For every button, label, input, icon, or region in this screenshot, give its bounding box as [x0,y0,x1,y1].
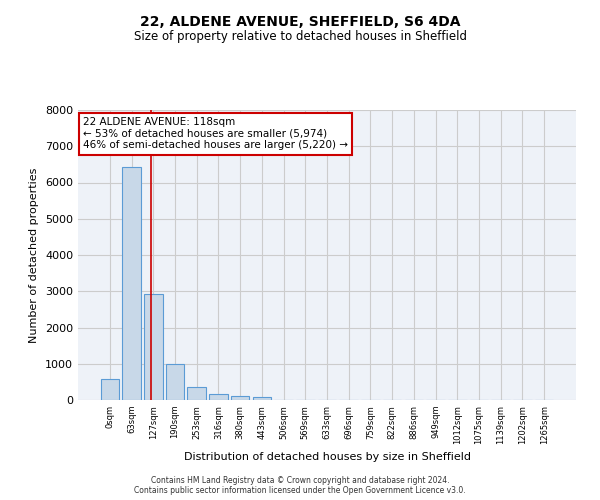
Bar [253,397,271,400]
Y-axis label: Number of detached properties: Number of detached properties [29,168,40,342]
Bar [231,396,250,400]
Text: Size of property relative to detached houses in Sheffield: Size of property relative to detached ho… [133,30,467,43]
X-axis label: Distribution of detached houses by size in Sheffield: Distribution of detached houses by size … [184,452,470,462]
Text: 22, ALDENE AVENUE, SHEFFIELD, S6 4DA: 22, ALDENE AVENUE, SHEFFIELD, S6 4DA [140,15,460,29]
Bar [144,294,163,400]
Text: 22 ALDENE AVENUE: 118sqm
← 53% of detached houses are smaller (5,974)
46% of sem: 22 ALDENE AVENUE: 118sqm ← 53% of detach… [83,117,348,150]
Bar [101,379,119,400]
Bar [209,394,227,400]
Bar [166,364,184,400]
Bar [187,387,206,400]
Text: Contains HM Land Registry data © Crown copyright and database right 2024.
Contai: Contains HM Land Registry data © Crown c… [134,476,466,495]
Bar [122,167,141,400]
